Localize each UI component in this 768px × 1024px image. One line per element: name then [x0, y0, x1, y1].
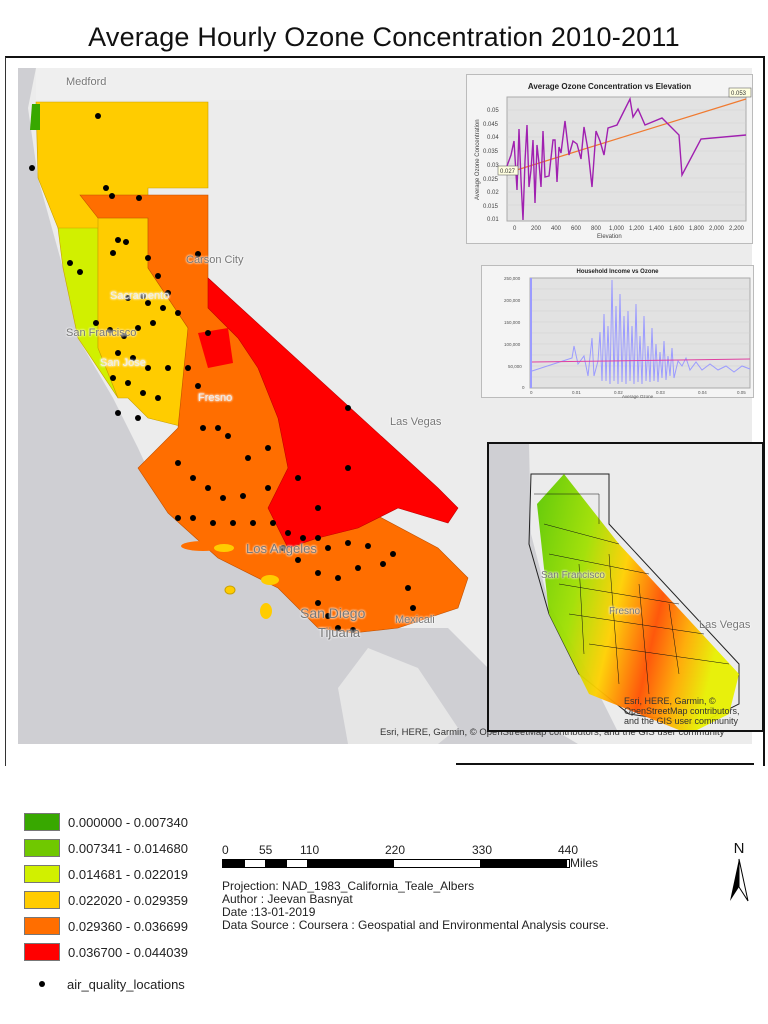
scale-ticks: 0 55 110 220 330 440 — [222, 843, 579, 857]
svg-text:0.027: 0.027 — [500, 169, 516, 175]
svg-text:50,000: 50,000 — [508, 364, 522, 369]
legend-class-2: 0.007341 - 0.014680 — [24, 835, 188, 861]
label-medford: Medford — [66, 76, 107, 88]
chart-title: Average Ozone Concentration vs Elevation — [527, 82, 692, 91]
map-frame — [5, 56, 765, 766]
svg-text:0.04: 0.04 — [487, 135, 499, 141]
point-symbol-icon — [39, 981, 45, 987]
legend-class-5: 0.029360 - 0.036699 — [24, 913, 188, 939]
label-mexicali: Mexicali — [395, 614, 435, 626]
map-metadata: Projection: NAD_1983_California_Teale_Al… — [222, 880, 609, 932]
svg-text:0.035: 0.035 — [483, 149, 499, 155]
legend-swatch — [24, 891, 60, 909]
north-label: N — [733, 840, 745, 857]
svg-text:0.02: 0.02 — [614, 390, 623, 395]
svg-text:0.01: 0.01 — [572, 390, 581, 395]
svg-text:0.05: 0.05 — [487, 108, 499, 114]
svg-text:0.03: 0.03 — [487, 163, 499, 169]
svg-text:0.03: 0.03 — [656, 390, 665, 395]
legend-swatch — [24, 865, 60, 883]
date-text: Date :13-01-2019 — [222, 905, 316, 919]
legend-swatch — [24, 839, 60, 857]
svg-text:0.045: 0.045 — [483, 122, 499, 128]
legend-class-4: 0.022020 - 0.029359 — [24, 887, 188, 913]
svg-text:2,000: 2,000 — [709, 226, 725, 232]
legend-class-1: 0.000000 - 0.007340 — [24, 809, 188, 835]
ozone-elevation-chart: Average Ozone Concentration vs Elevation… — [466, 74, 753, 244]
label-los-angeles: Los Angeles — [246, 541, 317, 556]
map-title: Average Hourly Ozone Concentration 2010-… — [88, 22, 680, 52]
svg-text:0.025: 0.025 — [483, 177, 499, 183]
label-sacramento: Sacramento — [110, 290, 170, 302]
map-attribution: Esri, HERE, Garmin, © OpenStreetMap cont… — [380, 727, 725, 738]
svg-text:150,000: 150,000 — [504, 320, 521, 325]
author-text: Author : Jeevan Basnyat — [222, 892, 353, 906]
svg-text:Average Ozone Concentration: Average Ozone Concentration — [475, 119, 481, 200]
svg-text:Average Ozone: Average Ozone — [622, 394, 654, 399]
svg-text:0: 0 — [522, 385, 525, 390]
label-fresno: Fresno — [198, 392, 233, 404]
svg-text:1,400: 1,400 — [649, 226, 665, 232]
svg-text:800: 800 — [591, 226, 602, 232]
legend-swatch — [24, 917, 60, 935]
svg-text:0.053: 0.053 — [731, 91, 747, 97]
inset-label-las-vegas: Las Vegas — [699, 619, 751, 631]
svg-text:600: 600 — [571, 226, 582, 232]
inset-frame-bottom — [456, 763, 754, 765]
svg-text:2,200: 2,200 — [729, 226, 745, 232]
inset-label-san-francisco: San Francisco — [541, 570, 605, 581]
label-las-vegas: Las Vegas — [390, 416, 442, 428]
svg-text:0.04: 0.04 — [698, 390, 707, 395]
legend-points: air_quality_locations — [24, 971, 188, 997]
inset-attribution: Esri, HERE, Garmin, © OpenStreetMap cont… — [624, 696, 740, 726]
svg-text:0.01: 0.01 — [487, 217, 499, 223]
label-san-jose: San Jose — [100, 357, 146, 369]
label-san-francisco: San Francisco — [66, 327, 137, 339]
svg-text:100,000: 100,000 — [504, 342, 521, 347]
chart-title: Household Income vs Ozone — [576, 269, 659, 275]
svg-text:Elevation: Elevation — [597, 234, 622, 240]
svg-text:0: 0 — [513, 226, 517, 232]
label-carson-city: Carson City — [186, 254, 244, 266]
scale-bar: 0 55 110 220 330 440 Miles — [222, 843, 598, 870]
svg-text:1,600: 1,600 — [669, 226, 685, 232]
svg-text:400: 400 — [551, 226, 562, 232]
legend: 0.000000 - 0.007340 0.007341 - 0.014680 … — [24, 809, 188, 997]
legend-class-3: 0.014681 - 0.022019 — [24, 861, 188, 887]
scale-bar-graphic — [222, 859, 570, 868]
inset-label-fresno: Fresno — [609, 606, 641, 617]
svg-text:0.015: 0.015 — [483, 204, 499, 210]
svg-text:1,800: 1,800 — [689, 226, 705, 232]
projection-text: Projection: NAD_1983_California_Teale_Al… — [222, 879, 475, 893]
income-ozone-chart: Household Income vs Ozone 250,000 200,000… — [481, 265, 754, 399]
legend-class-6: 0.036700 - 0.044039 — [24, 939, 188, 965]
legend-swatch — [24, 943, 60, 961]
label-tijuana: Tijuana — [318, 625, 361, 640]
legend-swatch — [24, 813, 60, 831]
svg-text:0.02: 0.02 — [487, 190, 499, 196]
scale-unit: Miles — [570, 856, 599, 870]
svg-text:1,000: 1,000 — [609, 226, 625, 232]
label-san-diego: San Diego — [300, 605, 366, 621]
svg-text:200,000: 200,000 — [504, 298, 521, 303]
svg-text:0: 0 — [530, 390, 533, 395]
svg-text:250,000: 250,000 — [504, 276, 521, 281]
svg-text:200: 200 — [531, 226, 542, 232]
svg-text:0.05: 0.05 — [737, 390, 746, 395]
source-text: Data Source : Coursera : Geospatial and … — [222, 918, 609, 932]
inset-interpolation-map[interactable]: San Francisco Fresno Las Vegas Esri, HER… — [487, 442, 764, 732]
north-arrow-icon — [730, 858, 749, 902]
svg-text:1,200: 1,200 — [629, 226, 645, 232]
north-arrow: N — [726, 840, 752, 910]
